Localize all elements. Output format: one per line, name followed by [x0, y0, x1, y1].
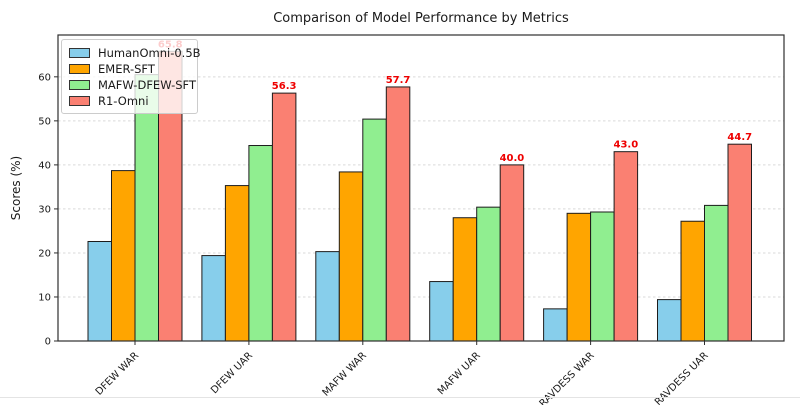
bar-emer-sft-ravdess-war [566, 212, 592, 342]
bar-emer-sft-dfew-war [111, 170, 136, 342]
bar-emer-sft-dfew-uar [224, 185, 250, 342]
bar-r1-omni-mafw-uar [499, 164, 525, 342]
x-tick-label-mafw-uar: MAFW UAR [436, 350, 483, 397]
bar-emer-sft-mafw-war [338, 171, 364, 342]
bar-value-label-mafw-uar: 40.0 [500, 153, 525, 164]
bar-mafw-dfew-sft-ravdess-war [590, 211, 615, 342]
legend-label: R1-Omni [98, 94, 149, 108]
bar-mafw-dfew-sft-ravdess-uar [704, 204, 729, 342]
bar-r1-omni-ravdess-war [613, 151, 639, 342]
legend-label: EMER-SFT [98, 62, 155, 76]
figure-bottom-edge [0, 397, 800, 398]
bar-r1-omni-dfew-uar [271, 92, 297, 342]
bar-mafw-dfew-sft-mafw-war [362, 118, 387, 342]
bar-emer-sft-ravdess-uar [680, 220, 706, 342]
bar-humanomni-0-5b-dfew-uar [201, 255, 226, 342]
plot-border [57, 34, 785, 342]
y-axis-label: Scores (%) [9, 155, 23, 221]
bar-humanomni-0-5b-dfew-war [87, 240, 112, 342]
bar-mafw-dfew-sft-dfew-uar [248, 145, 273, 342]
y-tick-label-10: 10 [38, 292, 51, 303]
bar-value-label-ravdess-war: 43.0 [614, 140, 639, 151]
legend-item-emer-sft: EMER-SFT [69, 61, 189, 77]
y-tick-label-0: 0 [45, 337, 51, 348]
y-tick-label-40: 40 [38, 160, 51, 171]
legend-item-r1-omni: R1-Omni [69, 93, 189, 109]
bar-value-label-dfew-uar: 56.3 [272, 81, 297, 92]
legend-item-mafw-dfew-sft: MAFW-DFEW-SFT [69, 77, 196, 93]
bar-value-label-mafw-war: 57.7 [386, 75, 411, 86]
chart-title: Comparison of Model Performance by Metri… [273, 11, 569, 26]
bar-r1-omni-ravdess-uar [727, 143, 753, 342]
bar-mafw-dfew-sft-dfew-war [134, 74, 159, 342]
y-tick-label-20: 20 [38, 248, 51, 259]
legend: HumanOmni-0.5B EMER-SFT MAFW-DFEW-SFT R1-Om… [61, 39, 201, 114]
x-tick-label-dfew-war: DFEW WAR [94, 350, 141, 397]
bar-humanomni-0-5b-ravdess-war [543, 308, 568, 342]
legend-item-humanomni-0-5b: HumanOmni-0.5B [69, 45, 201, 61]
legend-swatch-mafw-dfew-sft [69, 80, 90, 90]
legend-label: HumanOmni-0.5B [98, 46, 201, 60]
bar-humanomni-0-5b-ravdess-uar [657, 299, 682, 342]
x-tick-label-mafw-war: MAFW WAR [321, 350, 369, 398]
legend-swatch-emer-sft [69, 64, 90, 74]
y-tick-label-50: 50 [38, 116, 51, 127]
bar-value-label-ravdess-uar: 44.7 [727, 132, 752, 143]
legend-swatch-humanomni-0-5b [69, 48, 90, 58]
bar-humanomni-0-5b-mafw-uar [429, 281, 454, 342]
bar-humanomni-0-5b-mafw-war [315, 251, 340, 342]
y-tick-label-30: 30 [38, 204, 51, 215]
bar-r1-omni-mafw-war [385, 86, 411, 342]
bar-mafw-dfew-sft-mafw-uar [476, 206, 501, 342]
y-tick-label-60: 60 [38, 72, 51, 83]
bar-emer-sft-mafw-uar [452, 217, 478, 342]
legend-label: MAFW-DFEW-SFT [98, 78, 196, 92]
x-tick-label-dfew-uar: DFEW UAR [209, 350, 255, 396]
legend-swatch-r1-omni [69, 96, 90, 106]
